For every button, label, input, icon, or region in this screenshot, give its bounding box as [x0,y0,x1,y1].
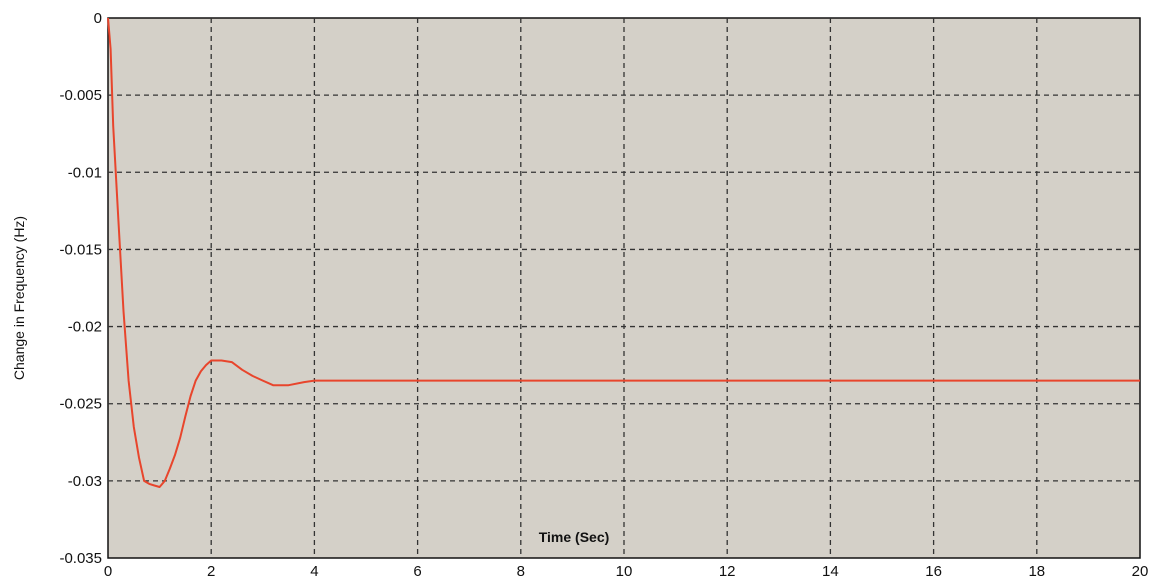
y-tick-label: -0.01 [68,164,102,181]
series-layer [107,17,1140,488]
y-tick-label: -0.015 [59,241,102,258]
x-tick-label: 14 [822,563,839,578]
y-tick-label: -0.03 [68,473,102,490]
y-tick-label: -0.005 [59,87,102,104]
x-tick-label: 16 [925,563,942,578]
series-line [107,17,1140,488]
x-tick-label: 12 [719,563,736,578]
y-tick-label: 0 [94,10,102,27]
axis-ticks: 0 2 4 6 8 10 12 14 16 18 20 0 -0.005 -0.01 -0.015 -0.02… [59,10,1148,578]
x-tick-label: 18 [1028,563,1045,578]
x-axis-label: Time (Sec) [539,529,610,545]
x-tick-label: 6 [413,563,421,578]
grid-lines [108,18,1140,558]
y-tick-label: -0.035 [59,550,102,567]
y-tick-label: -0.02 [68,319,102,336]
x-tick-label: 4 [310,563,318,578]
x-tick-label: 0 [104,563,112,578]
x-tick-label: 8 [517,563,525,578]
y-axis-label: Change in Frequency (Hz) [11,216,27,380]
y-tick-label: -0.025 [59,396,102,413]
x-tick-label: 10 [616,563,633,578]
x-tick-label: 20 [1132,563,1149,578]
x-tick-label: 2 [207,563,215,578]
